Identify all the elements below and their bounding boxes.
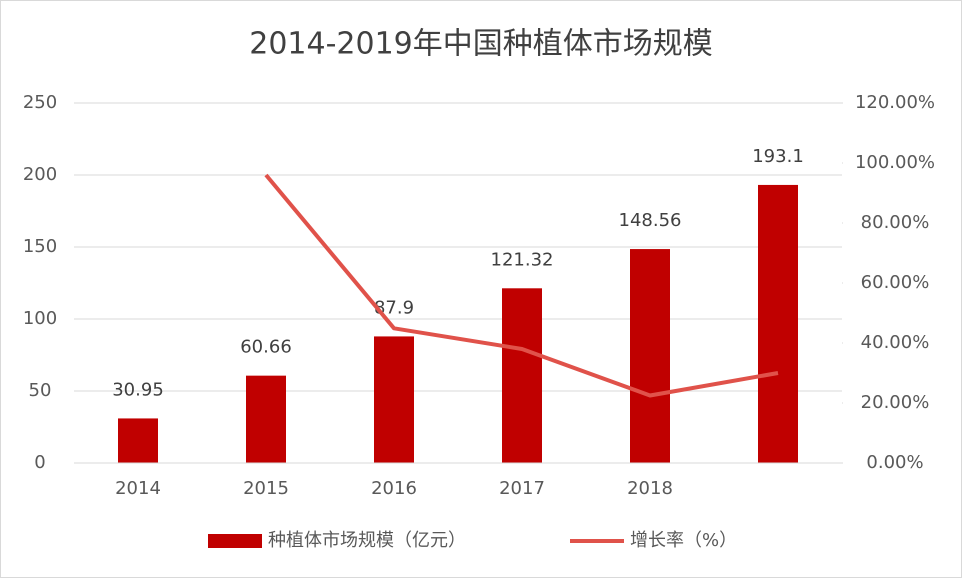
y2-tick-label: 20.00% (861, 392, 930, 413)
y-tick-label: 200 (23, 164, 57, 185)
data-label: 30.95 (112, 379, 164, 400)
bar (630, 249, 670, 463)
x-tick-label: 2014 (115, 478, 161, 499)
x-tick-label: 2016 (371, 478, 417, 499)
bar (374, 336, 414, 463)
y-tick-label: 250 (23, 92, 57, 113)
x-tick-label: 2018 (627, 478, 673, 499)
y-tick-label: 50 (29, 380, 52, 401)
bar (246, 375, 286, 463)
legend-label: 种植体市场规模（亿元） (268, 530, 466, 551)
y-tick-label: 0 (34, 452, 45, 473)
chart-title: 2014-2019年中国种植体市场规模 (249, 27, 713, 62)
x-tick-label: 2017 (499, 478, 545, 499)
data-label: 121.32 (491, 249, 554, 270)
y2-tick-label: 100.00% (855, 152, 935, 173)
legend-label: 增长率（%） (630, 530, 737, 551)
y2-tick-label: 80.00% (861, 212, 930, 233)
y2-tick-label: 120.00% (855, 92, 935, 113)
line (264, 173, 779, 398)
data-label: 87.9 (374, 297, 414, 318)
y-tick-label: 100 (23, 308, 57, 329)
data-label: 60.66 (240, 337, 292, 358)
y2-tick-label: 60.00% (861, 272, 930, 293)
y2-tick-label: 40.00% (861, 332, 930, 353)
x-tick-label: 2015 (243, 478, 289, 499)
bar (502, 288, 542, 463)
y-tick-label: 150 (23, 236, 57, 257)
y2-tick-label: 0.00% (866, 452, 923, 473)
data-label: 148.56 (619, 210, 682, 231)
data-label: 193.1 (752, 146, 804, 167)
legend-swatch (208, 534, 262, 548)
bar (118, 418, 158, 463)
bar (758, 184, 798, 463)
